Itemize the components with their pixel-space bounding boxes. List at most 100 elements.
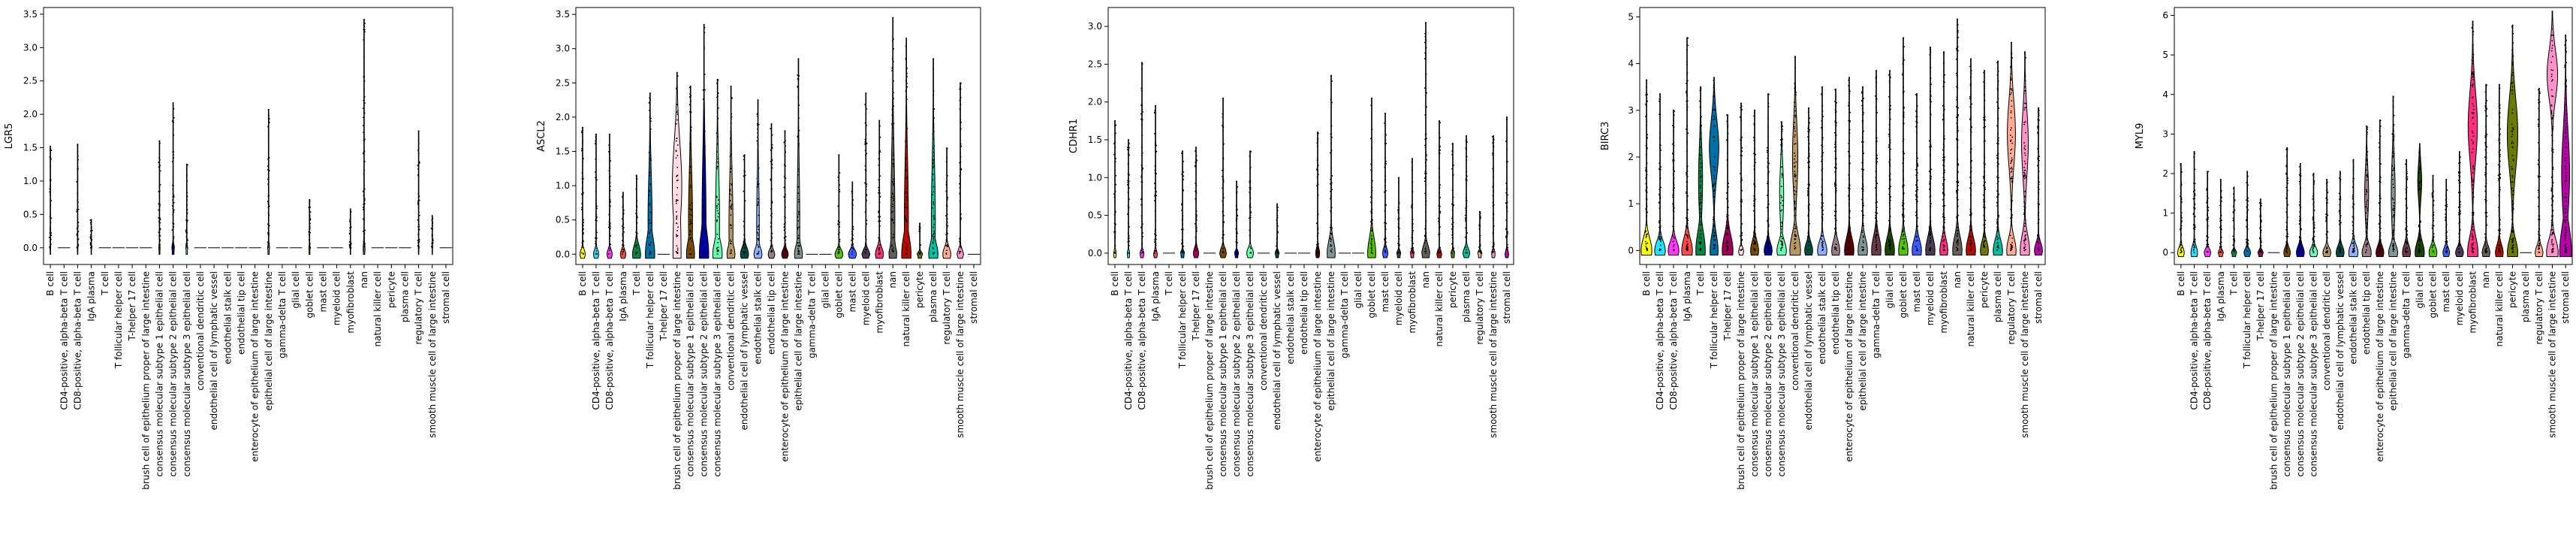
cell-point xyxy=(1780,231,1782,234)
cell-point xyxy=(1222,204,1225,206)
cell-point xyxy=(1235,204,1237,207)
cell-point xyxy=(1686,226,1689,228)
cell-point xyxy=(933,117,935,119)
cell-point xyxy=(1903,248,1906,250)
cell-point xyxy=(50,234,52,236)
cell-point xyxy=(1903,203,1905,205)
cell-point xyxy=(1943,110,1945,112)
cell-point xyxy=(1754,186,1756,188)
cell-point xyxy=(1412,230,1414,231)
cell-point xyxy=(1956,131,1958,134)
cell-point xyxy=(432,238,434,240)
cell-point xyxy=(1700,236,1702,238)
cell-point xyxy=(635,236,637,238)
cell-point xyxy=(864,138,866,141)
cell-point xyxy=(348,232,351,234)
cell-point xyxy=(1875,106,1877,108)
cell-point xyxy=(2023,102,2026,104)
cell-point xyxy=(1836,122,1837,124)
cell-point xyxy=(1222,237,1225,239)
cell-point xyxy=(932,151,935,153)
cell-point xyxy=(945,252,948,254)
cell-point xyxy=(1645,236,1647,238)
cell-point xyxy=(851,237,853,239)
cell-point xyxy=(1686,246,1688,249)
cell-point xyxy=(1916,219,1918,222)
cell-point xyxy=(784,197,786,198)
cell-point xyxy=(771,163,773,165)
cell-point xyxy=(731,142,732,144)
cell-point xyxy=(2194,238,2196,240)
cell-point xyxy=(1957,107,1959,109)
y-tick-label: 2.0 xyxy=(23,109,38,119)
cell-point xyxy=(1646,191,1647,193)
cell-point xyxy=(1700,166,1702,168)
cell-point xyxy=(158,205,161,207)
cell-point xyxy=(1425,204,1427,206)
cell-point xyxy=(2023,242,2026,244)
cell-point xyxy=(878,201,881,204)
cell-point xyxy=(1917,217,1918,219)
cell-point xyxy=(1659,249,1661,251)
cell-point xyxy=(1331,175,1333,177)
cell-point xyxy=(596,219,598,222)
max-point xyxy=(1646,79,1647,81)
cell-point xyxy=(2038,249,2041,251)
cell-point xyxy=(1780,144,1782,146)
cell-point xyxy=(2010,140,2011,142)
cell-point xyxy=(1507,194,1508,196)
cell-point xyxy=(1876,183,1879,184)
cell-point xyxy=(1942,118,1944,120)
cell-point xyxy=(1249,210,1252,213)
cell-point xyxy=(771,188,773,190)
cell-point xyxy=(1480,251,1482,253)
cell-point xyxy=(1398,181,1399,183)
cell-point xyxy=(1713,165,1714,168)
cell-point xyxy=(851,253,853,255)
cell-point xyxy=(594,143,596,145)
violin-9 xyxy=(1234,180,1240,258)
cell-point xyxy=(1140,87,1143,89)
cell-point xyxy=(689,149,691,150)
cell-point xyxy=(878,237,881,239)
cell-point xyxy=(2023,246,2026,249)
cell-point xyxy=(1659,238,1660,240)
cell-point xyxy=(730,224,731,226)
x-tick-label: conventional dendritic cell xyxy=(726,271,737,391)
cell-point xyxy=(1195,216,1198,219)
cell-point xyxy=(946,226,948,228)
cell-point xyxy=(1903,192,1905,195)
cell-point xyxy=(838,185,840,187)
cell-point xyxy=(1713,177,1716,180)
cell-point xyxy=(1888,146,1890,148)
cell-point xyxy=(1848,142,1850,144)
cell-point xyxy=(798,244,800,246)
cell-point xyxy=(960,219,961,222)
cell-point xyxy=(1726,140,1728,141)
cell-point xyxy=(77,159,79,162)
x-tick-label: smooth muscle cell of large intestine xyxy=(1488,271,1499,438)
max-point xyxy=(1821,86,1823,88)
cell-point xyxy=(757,143,759,145)
cell-point xyxy=(731,204,733,206)
cell-point xyxy=(1957,159,1959,161)
cell-point xyxy=(1957,116,1959,119)
cell-point xyxy=(2038,237,2040,240)
cell-point xyxy=(757,102,759,104)
cell-point xyxy=(268,234,270,236)
cell-point xyxy=(1943,52,1945,54)
cell-point xyxy=(1821,179,1823,181)
cell-point xyxy=(1249,192,1250,193)
cell-point xyxy=(649,171,651,174)
cell-point xyxy=(634,253,637,255)
cell-point xyxy=(77,177,79,179)
cell-point xyxy=(1370,246,1372,249)
cell-point xyxy=(1195,243,1198,245)
cell-point xyxy=(2038,188,2040,190)
cell-point xyxy=(1767,223,1770,225)
cell-point xyxy=(173,226,175,228)
cell-point xyxy=(2024,53,2026,55)
cell-point xyxy=(1984,188,1987,190)
cell-point xyxy=(717,161,719,163)
cell-point xyxy=(77,222,80,223)
